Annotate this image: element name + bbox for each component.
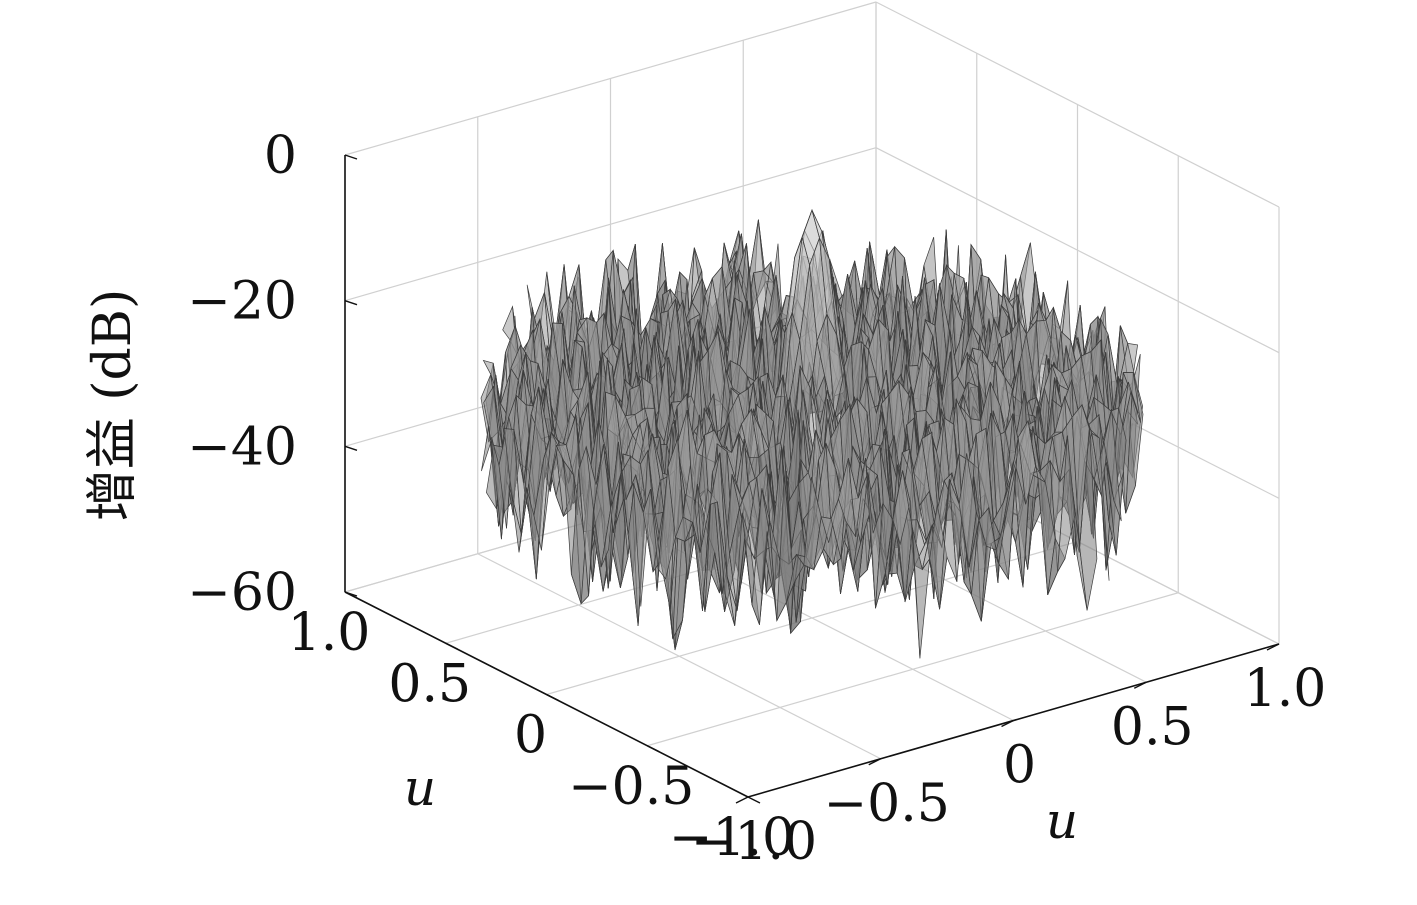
z-tick (344, 300, 358, 306)
surface-mesh (480, 208, 1144, 659)
grid-line (875, 1, 1280, 208)
surface-patch (1120, 381, 1139, 436)
y-tick (747, 796, 761, 804)
y-tick (646, 745, 660, 753)
surface-patch (1091, 432, 1110, 581)
x-tick-label: −0.5 (824, 774, 950, 834)
x-tick-label: 1.0 (1244, 659, 1327, 719)
grid-line (546, 540, 1078, 696)
x-tick-label: −1.0 (691, 812, 817, 872)
y-tick (546, 693, 559, 702)
y-tick-label: 0.5 (388, 654, 471, 714)
y-axis-title: u (404, 759, 436, 817)
z-axis-title: 增益 (dB) (83, 289, 143, 522)
grid-line (647, 592, 1179, 747)
z-tick-label: 0 (264, 126, 297, 186)
surface-patch (1122, 372, 1141, 423)
x-tick (735, 796, 749, 804)
surface-patch (1079, 428, 1098, 611)
y-tick-label: 0 (514, 706, 547, 766)
surface-patch (1103, 409, 1122, 522)
y-tick-label: −1.0 (669, 808, 795, 868)
x-tick (1001, 719, 1014, 728)
z-tick (344, 591, 358, 597)
x-tick-label: 0.5 (1111, 697, 1194, 757)
y-tick (445, 642, 459, 650)
y-tick-label: −0.5 (568, 757, 694, 817)
y-tick-label: 1.0 (288, 603, 371, 663)
z-tick-label: −20 (187, 272, 297, 332)
grid-line (344, 147, 877, 302)
z-tick (344, 445, 358, 451)
grid-line (875, 147, 1280, 354)
z-tick (344, 154, 358, 160)
x-tick (1266, 643, 1280, 651)
axes (344, 154, 1280, 804)
x-tick-label: 0 (1003, 736, 1036, 796)
surface-patch (1106, 462, 1125, 556)
x-tick (868, 758, 882, 766)
x-tick (1133, 681, 1147, 689)
z-tick-label: −60 (187, 563, 297, 623)
surface-patch (1057, 435, 1076, 572)
grid-line (344, 1, 877, 156)
x-axis-title: u (1046, 792, 1078, 850)
z-tick-label: −40 (187, 417, 297, 477)
tick-labels: −1.0−0.500.51.01.00.50−0.5−1.00−20−40−60 (187, 126, 1326, 872)
